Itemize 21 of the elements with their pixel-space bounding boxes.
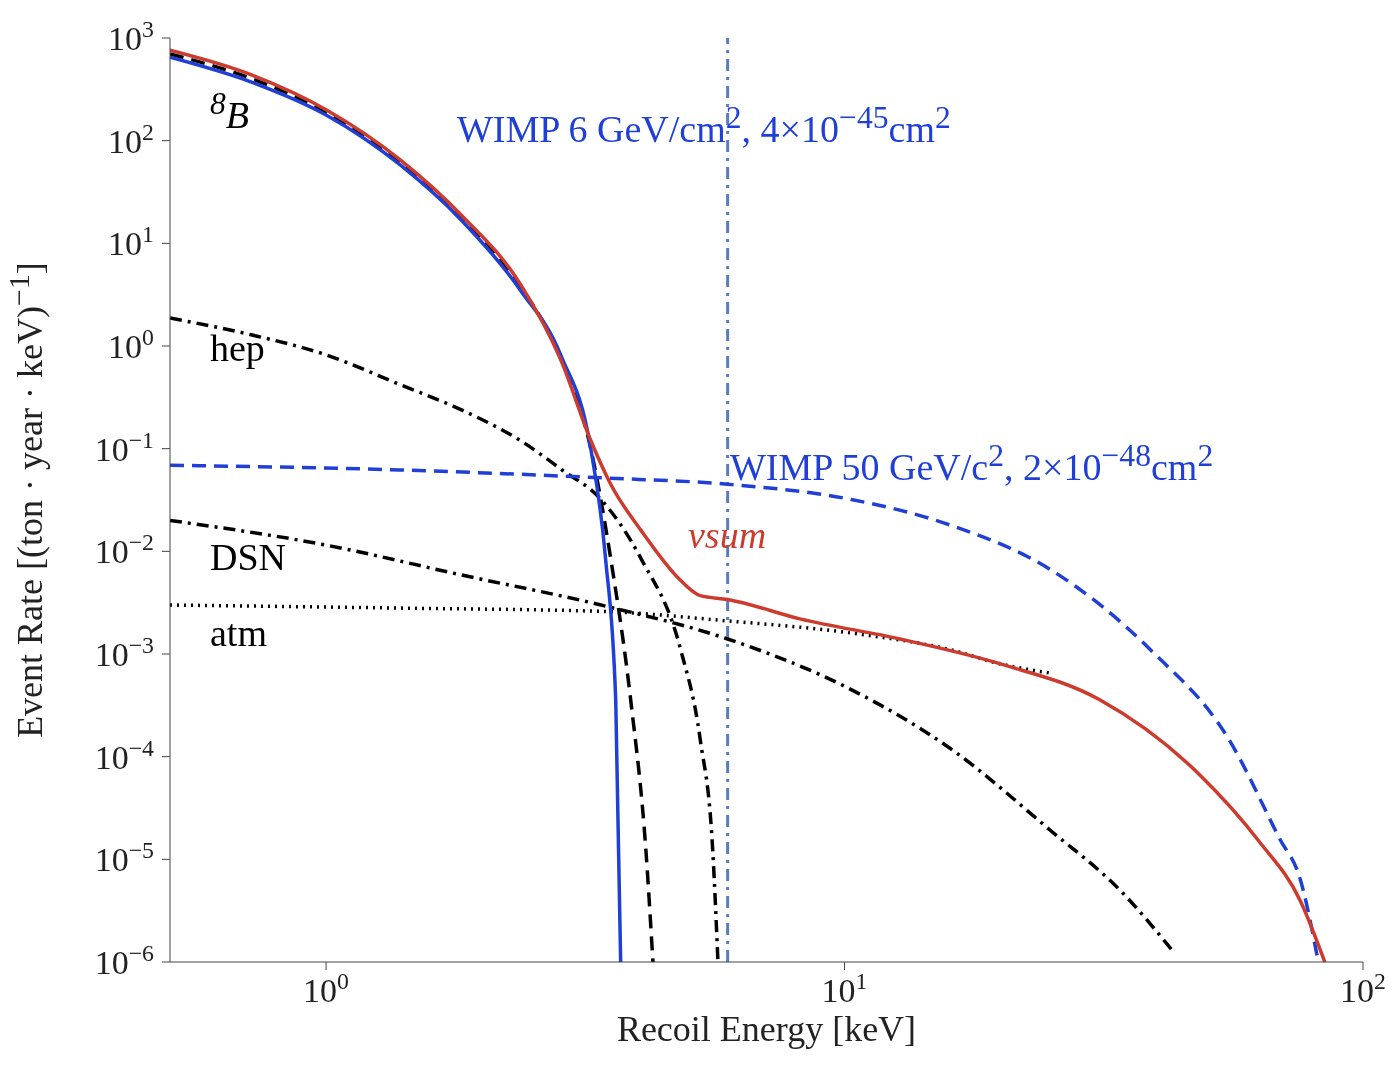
y-tick-label: 10$^{−4}$ (94, 734, 155, 776)
series-label: atm (210, 611, 267, 655)
x-tick-label: 10$^{1}$ (821, 968, 868, 1009)
series-label: $^{8}$B (210, 86, 250, 137)
series-label: hep (210, 326, 265, 370)
y-tick-label: 10$^{−2}$ (94, 529, 154, 571)
y-tick-label: 10$^{−6}$ (94, 940, 155, 981)
series-label: WIMP 50 GeV/c$^{2}$, 2×10$^{−48}$cm$^{2}$ (730, 438, 1214, 489)
x-axis-title: Recoil Energy [keV] (615, 1008, 918, 1050)
y-tick-label: 10$^{3}$ (108, 16, 154, 57)
y-tick-label: 10$^{2}$ (108, 118, 154, 160)
x-tick-label: 10$^{2}$ (1340, 968, 1386, 1009)
y-tick-label: 10$^{1}$ (108, 221, 154, 263)
series-label: DSN (210, 535, 287, 579)
y-tick-label: 10$^{0}$ (108, 324, 154, 365)
series-label: WIMP 6 GeV/cm$^{2}$, 4×10$^{−45}$cm$^{2}$ (457, 100, 951, 151)
x-tick-label: 10$^{0}$ (303, 968, 350, 1009)
series-label: νsum (688, 513, 767, 557)
y-tick-label: 10$^{−3}$ (94, 632, 154, 673)
y-tick-label: 10$^{−1}$ (94, 426, 154, 468)
y-tick-label: 10$^{−5}$ (94, 837, 154, 879)
